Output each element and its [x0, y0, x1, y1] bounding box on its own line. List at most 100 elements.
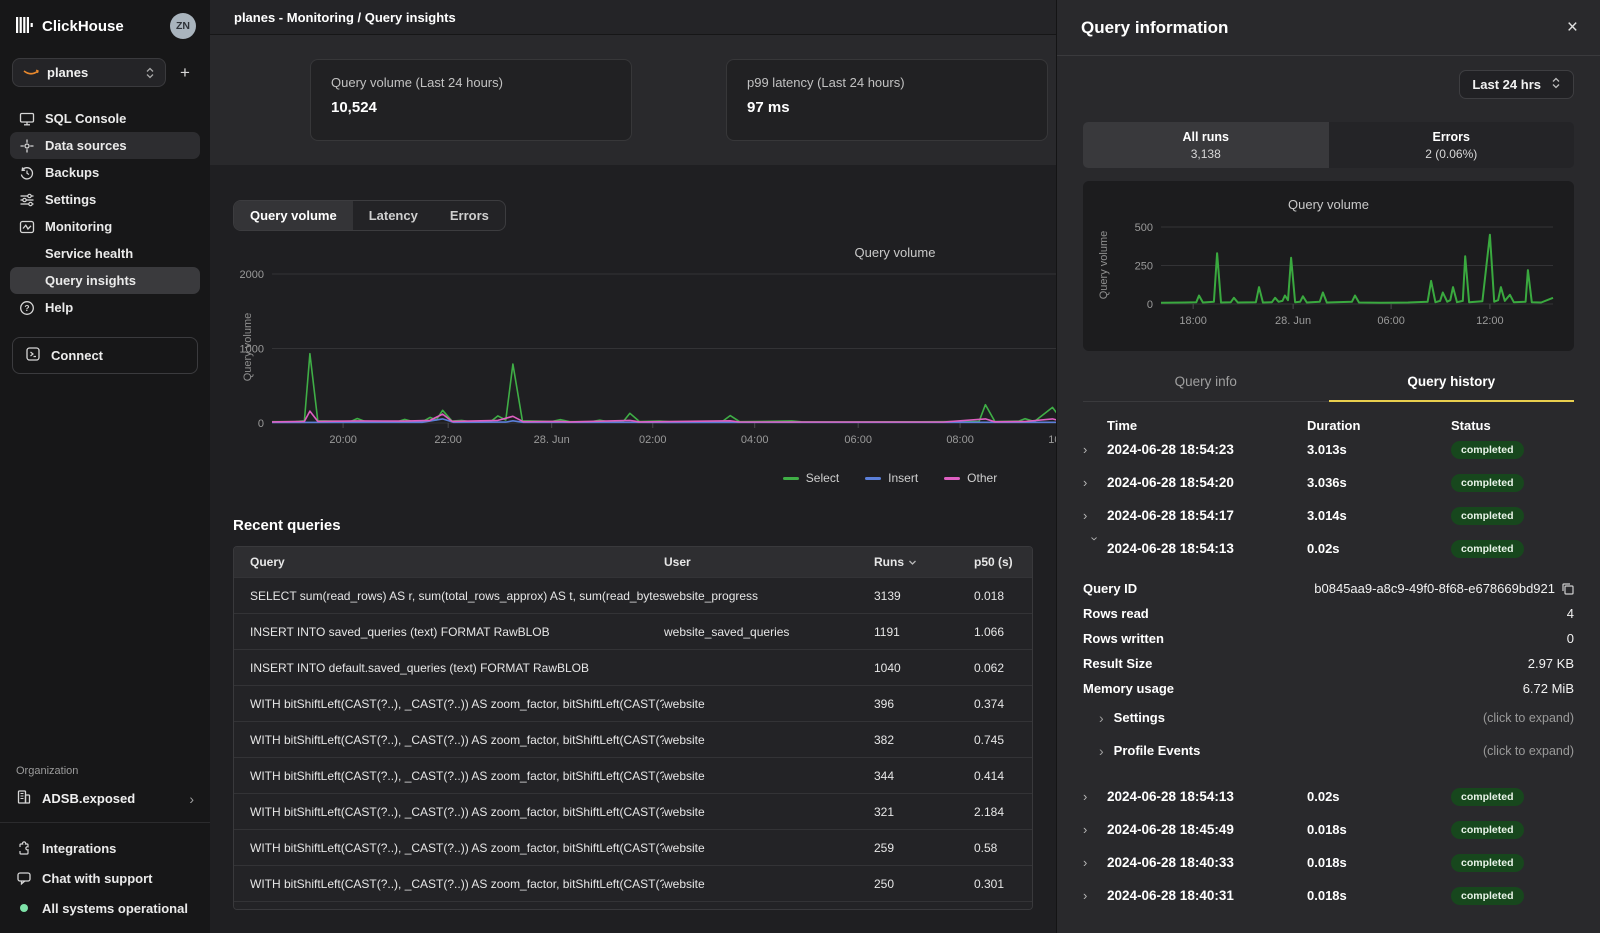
tab-query-info[interactable]: Query info	[1083, 365, 1329, 402]
chart-legend: Select Insert Other	[680, 471, 1056, 485]
sidebar-item-backups[interactable]: Backups	[10, 159, 200, 186]
query-id-value: b0845aa9-a8c9-49f0-8f68-e678669bd921	[1314, 581, 1555, 596]
settings-icon	[19, 192, 35, 208]
chat-icon	[16, 870, 32, 886]
tab-query-history[interactable]: Query history	[1328, 365, 1574, 402]
history-row-expanded[interactable]: › 2024-06-28 18:54:13 0.02s completed	[1083, 532, 1574, 565]
clickhouse-brand[interactable]: ClickHouse	[16, 16, 124, 37]
time-range-select[interactable]: Last 24 hrs	[1459, 70, 1574, 99]
svg-text:04:00: 04:00	[741, 434, 769, 446]
chevron-down-icon[interactable]: ›	[1087, 536, 1103, 541]
history-time: 2024-06-28 18:54:23	[1107, 442, 1234, 457]
history-row[interactable]: › 2024-06-28 18:54:13 0.02s completed	[1083, 780, 1574, 813]
legend-swatch	[865, 476, 882, 480]
column-header-query[interactable]: Query	[250, 555, 285, 569]
kpi-card-p99-latency: p99 latency (Last 24 hours) 97 ms	[726, 59, 1048, 141]
user-avatar[interactable]: ZN	[170, 13, 196, 39]
sidebar-item-query-insights[interactable]: Query insights	[10, 267, 200, 294]
chevron-right-icon[interactable]: ›	[1083, 789, 1088, 804]
table-row[interactable]: INSERT INTO default.saved_queries (text)…	[234, 649, 1032, 685]
add-service-button[interactable]: +	[180, 62, 190, 82]
status-badge: completed	[1451, 853, 1524, 872]
table-row[interactable]: WITH bitShiftLeft(CAST(?..), _CAST(?..))…	[234, 865, 1032, 901]
table-row[interactable]: WITH bitShiftLeft(CAST(?..), _CAST(?..))…	[234, 793, 1032, 829]
column-header-p50[interactable]: p50 (s)	[974, 555, 1013, 569]
history-row[interactable]: › 2024-06-28 18:54:20 3.036s completed	[1083, 466, 1574, 499]
chevron-right-icon[interactable]: ›	[1083, 822, 1088, 837]
history-row[interactable]: › 2024-06-28 18:45:49 0.018s completed	[1083, 813, 1574, 846]
table-row[interactable]: WITH bitShiftLeft(CAST(?..), _CAST(?..))…	[234, 757, 1032, 793]
history-row[interactable]: › 2024-06-28 18:40:31 0.018s completed	[1083, 879, 1574, 912]
sidebar-item-help[interactable]: ? Help	[10, 294, 200, 321]
settings-expand-row[interactable]: › Settings (click to expand)	[1083, 701, 1574, 734]
history-row[interactable]: › 2024-06-28 18:54:17 3.014s completed	[1083, 499, 1574, 532]
table-row[interactable]: SELECT sum(read_rows) AS r, sum(total_ro…	[234, 577, 1032, 613]
sidebar-item-sql-console[interactable]: SQL Console	[10, 105, 200, 132]
profile-events-expand-row[interactable]: › Profile Events (click to expand)	[1083, 734, 1574, 767]
table-row[interactable]: INSERT INTO saved_queries (text) FORMAT …	[234, 613, 1032, 649]
sidebar-item-label: Service health	[45, 246, 134, 261]
legend-item-other[interactable]: Other	[944, 471, 997, 485]
sidebar-item-service-health[interactable]: Service health	[10, 240, 200, 267]
history-row[interactable]: › 2024-06-28 18:54:23 3.013s completed	[1083, 433, 1574, 466]
column-header-user[interactable]: User	[664, 555, 691, 569]
sidebar-item-data-sources[interactable]: Data sources	[10, 132, 200, 159]
svg-text:20:00: 20:00	[329, 434, 357, 446]
recent-queries-heading: Recent queries	[233, 517, 341, 534]
table-row[interactable]: WITH bitShiftLeft(CAST(?..), _CAST(?..))…	[234, 685, 1032, 721]
tab-errors[interactable]: Errors	[449, 208, 489, 223]
service-select[interactable]: planes	[12, 58, 166, 87]
cell-p50: 0.018	[974, 588, 1005, 603]
detail-label: Rows written	[1083, 631, 1164, 646]
svg-text:28. Jun: 28. Jun	[1275, 315, 1311, 327]
chevron-right-icon[interactable]: ›	[1083, 888, 1088, 903]
history-row[interactable]: › 2024-06-28 18:40:33 0.018s completed	[1083, 846, 1574, 879]
time-range-value: Last 24 hrs	[1472, 77, 1541, 92]
monitoring-icon	[19, 219, 35, 235]
column-header-runs[interactable]: Runs	[874, 555, 974, 569]
status-badge: completed	[1451, 440, 1524, 459]
chevron-right-icon[interactable]: ›	[1083, 508, 1088, 523]
legend-item-insert[interactable]: Insert	[865, 471, 918, 485]
kpi-value: 10,524	[331, 99, 377, 116]
close-icon[interactable]: ×	[1566, 17, 1578, 38]
sidebar-item-monitoring[interactable]: Monitoring	[10, 213, 200, 240]
table-row[interactable]: WITH bitShiftLeft(CAST(?..), _CAST(?..))…	[234, 829, 1032, 865]
tab-latency[interactable]: Latency	[368, 208, 418, 223]
tab-query-volume[interactable]: Query volume	[234, 201, 353, 230]
cell-runs: 321	[874, 804, 895, 819]
svg-text:0: 0	[1147, 299, 1153, 311]
connect-button[interactable]: Connect	[12, 337, 198, 374]
chevron-right-icon[interactable]: ›	[1083, 855, 1088, 870]
segment-errors[interactable]: Errors 2 (0.06%)	[1329, 122, 1575, 168]
chevron-right-icon[interactable]: ›	[1083, 475, 1088, 490]
segment-all-runs[interactable]: All runs 3,138	[1083, 122, 1329, 168]
legend-item-select[interactable]: Select	[782, 471, 840, 485]
organization-switcher[interactable]: ADSB.exposed ›	[0, 785, 210, 822]
detail-label: Result Size	[1083, 656, 1153, 671]
cell-query: WITH bitShiftLeft(CAST(?..), _CAST(?..))…	[250, 732, 664, 747]
sidebar-item-label: Data sources	[45, 138, 127, 153]
query-volume-chart: Query volume Query volume 0 1000 2000 20:00…	[210, 241, 1056, 491]
segment-label: All runs	[1182, 129, 1230, 144]
status-badge: completed	[1451, 886, 1524, 905]
cell-runs: 1040	[874, 660, 901, 675]
svg-text:12:00: 12:00	[1476, 315, 1504, 327]
cell-user: website	[664, 804, 705, 819]
sidebar-item-chat-support[interactable]: Chat with support	[16, 865, 194, 891]
sidebar-item-settings[interactable]: Settings	[10, 186, 200, 213]
table-row[interactable]: WITH bitShiftLeft(CAST(?..), _CAST(?..))…	[234, 721, 1032, 757]
aws-icon	[23, 65, 39, 80]
panel-title: Query information	[1081, 17, 1229, 37]
panel-tabs: Query info Query history	[1083, 365, 1574, 402]
sidebar-item-system-status[interactable]: All systems operational	[16, 895, 194, 921]
sidebar-item-integrations[interactable]: Integrations	[16, 835, 194, 861]
cell-runs: 344	[874, 768, 895, 783]
svg-text:06:00: 06:00	[844, 434, 872, 446]
chevron-right-icon[interactable]: ›	[1083, 442, 1088, 457]
detail-label: Rows read	[1083, 606, 1149, 621]
sidebar-footer: Integrations Chat with support All syste…	[0, 823, 210, 933]
panel-header: Query information ×	[1057, 0, 1600, 56]
copy-icon[interactable]	[1561, 582, 1574, 595]
legend-label: Select	[805, 471, 840, 485]
